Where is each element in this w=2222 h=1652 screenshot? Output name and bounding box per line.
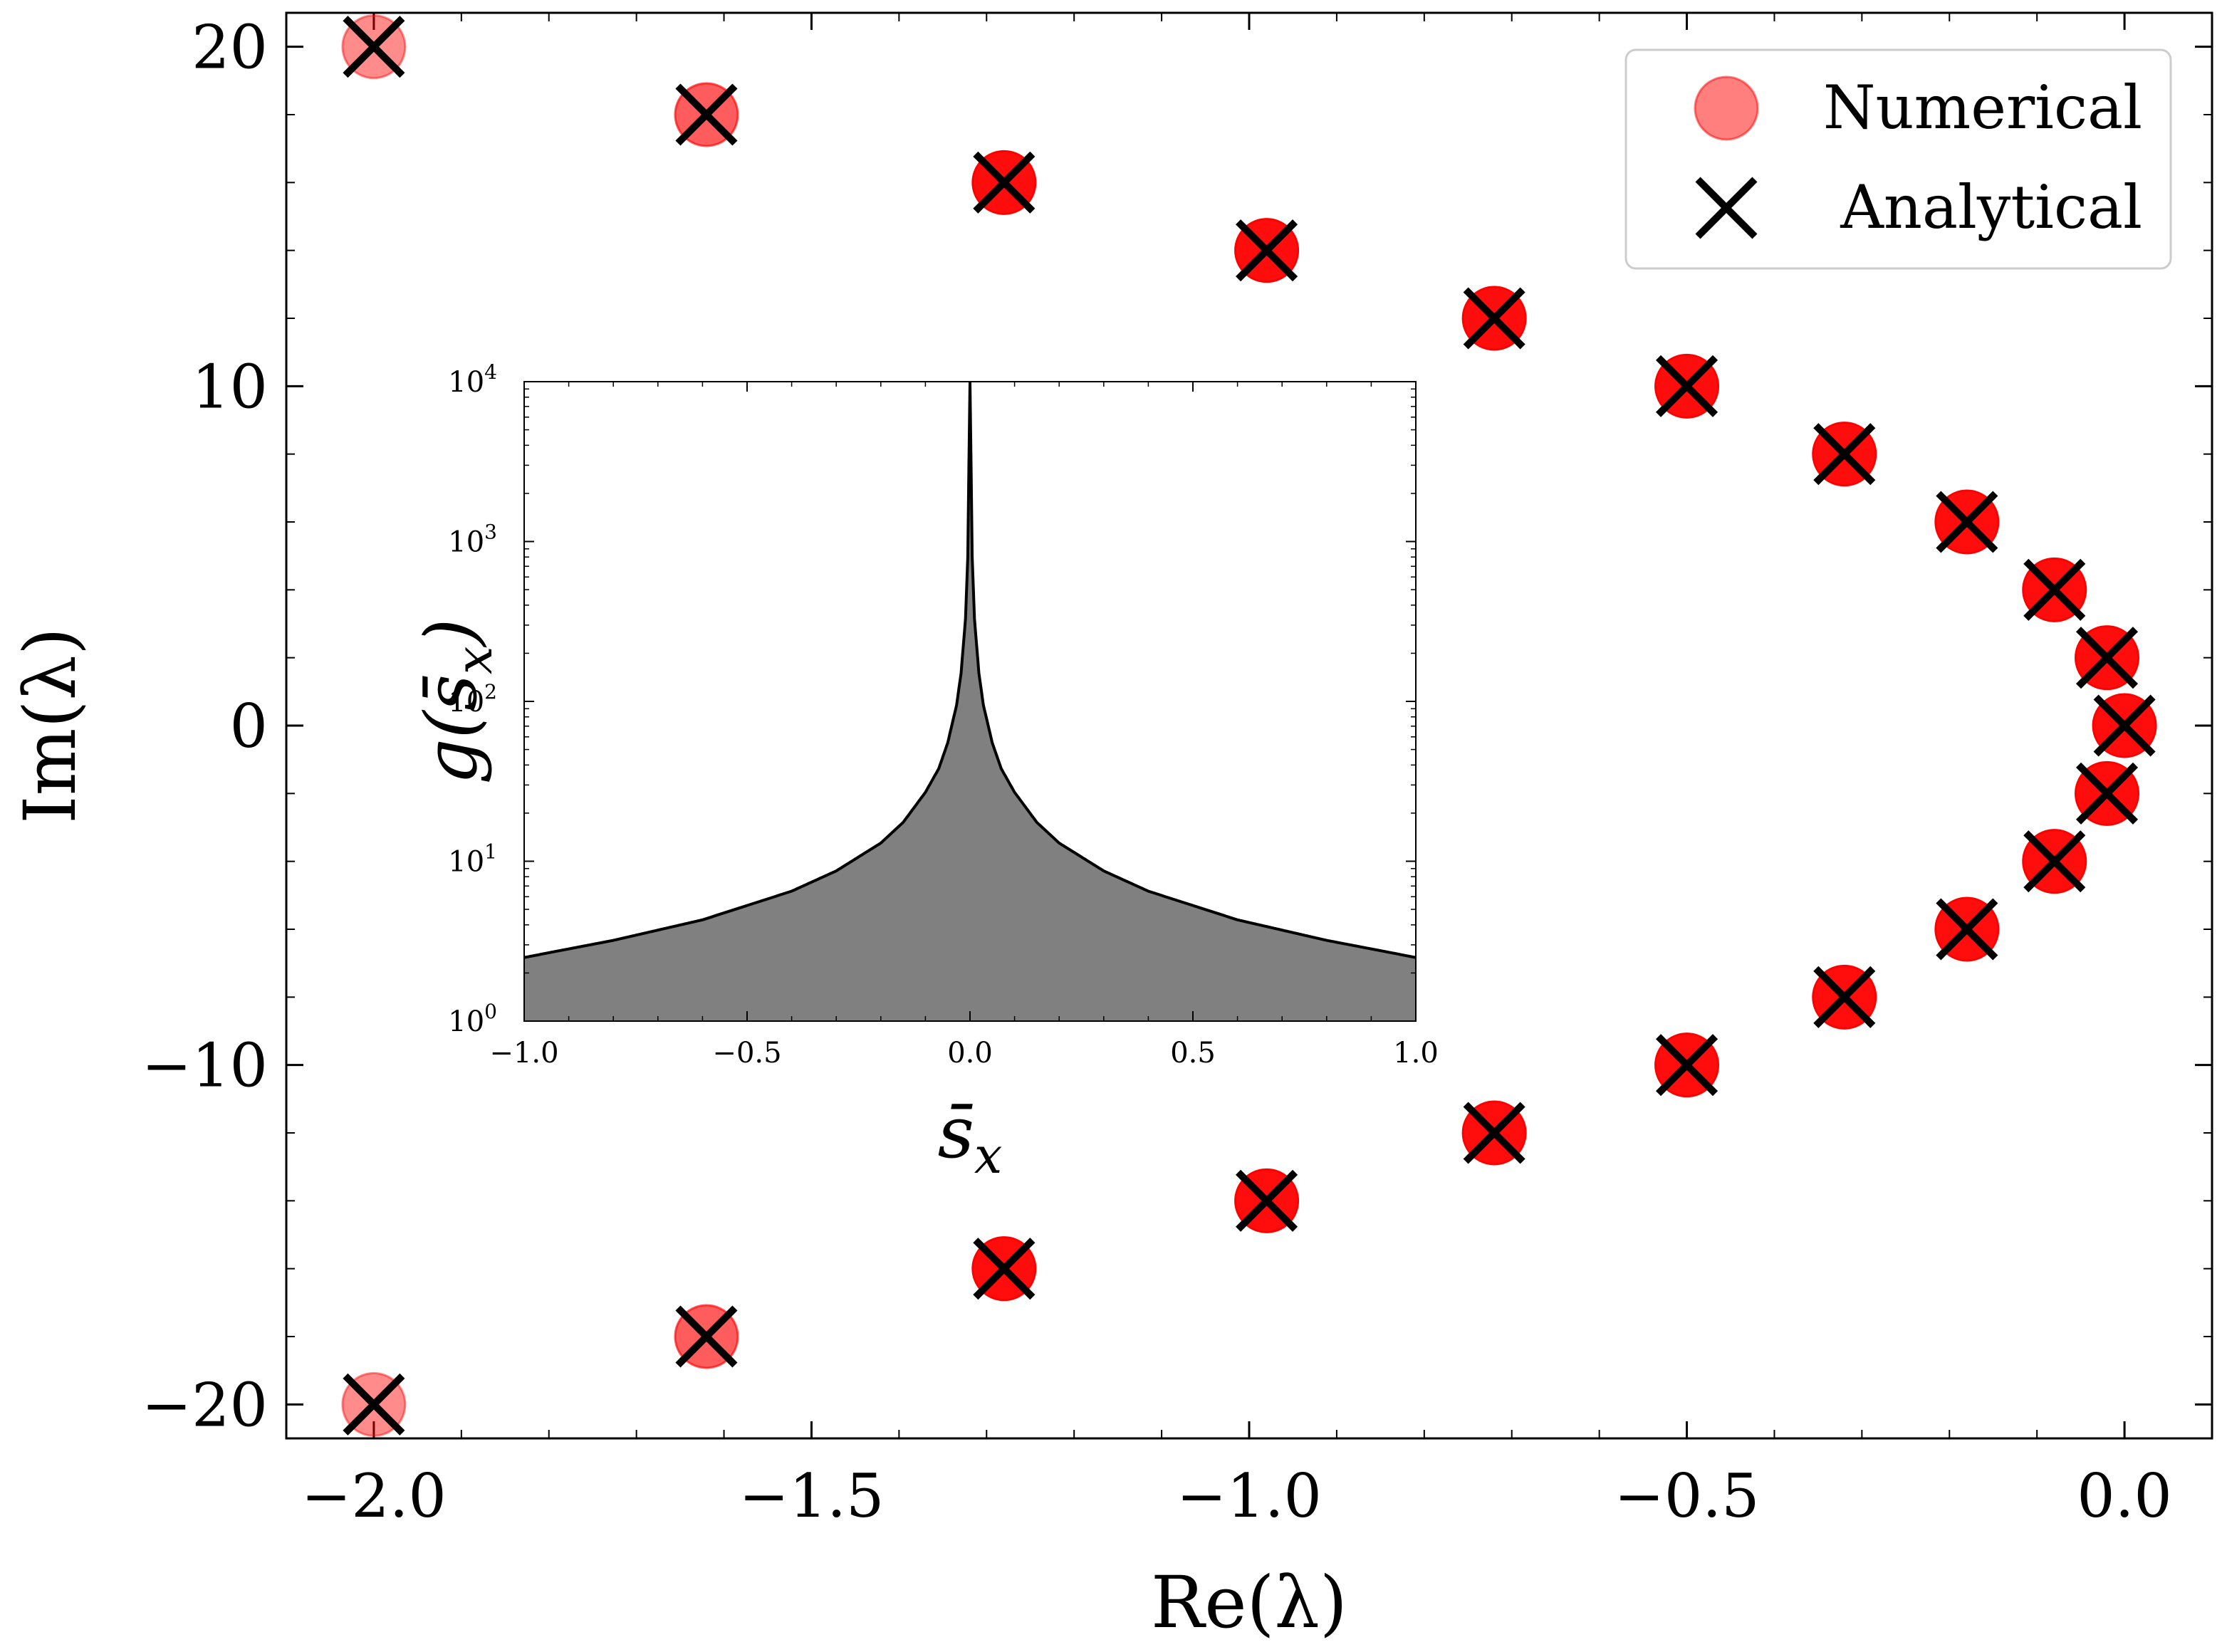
main-data-marks xyxy=(341,14,2157,1437)
inset-y-axis-label: g(s̄x) xyxy=(410,619,504,785)
analytical-point xyxy=(1236,219,1298,282)
main-y-tick-label: 0 xyxy=(230,691,268,761)
legend: Numerical Analytical xyxy=(1624,48,2172,270)
main-x-tick-label: −2.0 xyxy=(301,1461,447,1531)
inset-y-axis-label-main: g(s̄ xyxy=(410,674,493,784)
inset-y-tick-label: 101 xyxy=(448,840,497,879)
main-y-axis-label: Im(λ) xyxy=(9,627,92,824)
inset-axis-ticks: −1.0 −0.5 0.0 0.5 1.0 100 101 102 103 104 xyxy=(448,360,1439,1070)
analytical-point xyxy=(1463,287,1525,350)
analytical-point xyxy=(1936,898,1998,961)
inset-x-tick-label: −0.5 xyxy=(712,1037,781,1070)
inset-y-tick-label: 100 xyxy=(448,1000,497,1038)
inset-y-tick-label: 103 xyxy=(448,521,497,559)
main-y-tick-label: 10 xyxy=(192,352,268,422)
analytical-point xyxy=(973,151,1036,214)
analytical-point xyxy=(1936,491,1998,553)
main-plot: −2.0 −1.5 −1.0 −0.5 0.0 −20 −10 0 10 20 Re(λ) Im(… xyxy=(9,11,2213,1644)
inset-x-tick-label: 1.0 xyxy=(1393,1037,1439,1070)
main-y-tick-label: −10 xyxy=(142,1031,268,1101)
analytical-point xyxy=(2023,558,2086,621)
analytical-point xyxy=(1656,1034,1718,1097)
analytical-point xyxy=(2093,694,2156,757)
analytical-point xyxy=(1236,1169,1298,1232)
inset-x-axis-label: s̄x xyxy=(938,1091,1003,1185)
inset-x-axis-label-main: s̄ xyxy=(938,1091,974,1174)
analytical-point xyxy=(675,1305,738,1368)
inset-y-axis-label-close: ) xyxy=(410,619,493,648)
main-axis-ticks: −2.0 −1.5 −1.0 −0.5 0.0 −20 −10 0 10 20 xyxy=(142,13,2213,1531)
inset-y-axis-label-sub: x xyxy=(445,647,504,674)
analytical-point xyxy=(675,83,738,146)
main-x-axis-label: Re(λ) xyxy=(1151,1561,1347,1644)
main-x-tick-label: 0.0 xyxy=(2077,1461,2172,1531)
analytical-point xyxy=(1656,355,1718,417)
analytical-point xyxy=(2075,762,2139,825)
analytical-point xyxy=(2075,627,2139,689)
main-x-tick-label: −0.5 xyxy=(1615,1461,1760,1531)
inset-x-tick-label: −1.0 xyxy=(489,1037,558,1070)
analytical-point xyxy=(973,1238,1036,1300)
inset-x-axis-label-sub: x xyxy=(974,1126,1002,1185)
legend-analytical-marker xyxy=(1695,177,1758,239)
analytical-point xyxy=(1813,966,1876,1028)
legend-numerical-label: Numerical xyxy=(1823,73,2142,142)
inset-x-tick-label: 0.0 xyxy=(947,1037,993,1070)
main-y-tick-label: −20 xyxy=(142,1370,268,1440)
legend-analytical-label: Analytical xyxy=(1840,172,2142,242)
inset-area-fill xyxy=(524,382,1416,1021)
inset-x-tick-label: 0.5 xyxy=(1170,1037,1216,1070)
inset-y-tick-label: 104 xyxy=(448,360,497,399)
inset-y-tick-label: 102 xyxy=(448,680,497,718)
legend-box xyxy=(1624,48,2172,270)
analytical-point xyxy=(343,16,405,78)
main-x-tick-label: −1.0 xyxy=(1177,1461,1322,1531)
legend-numerical-marker xyxy=(1694,75,1759,141)
main-y-tick-label: 20 xyxy=(192,13,268,83)
analytical-point xyxy=(2023,830,2086,893)
analytical-point xyxy=(1813,423,1876,486)
main-x-tick-label: −1.5 xyxy=(739,1461,884,1531)
analytical-point xyxy=(343,1373,405,1436)
analytical-point xyxy=(1463,1102,1525,1164)
